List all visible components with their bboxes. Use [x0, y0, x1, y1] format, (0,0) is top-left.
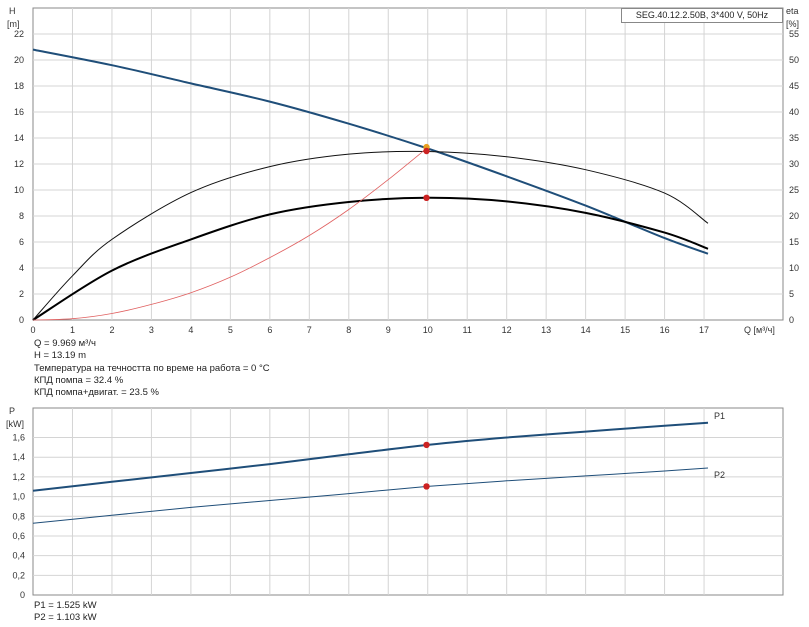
series-label-p1: P1 — [714, 411, 725, 421]
y-tick-label: 4 — [19, 263, 24, 273]
x-tick-label: 15 — [620, 325, 630, 335]
y-tick-label: 1,0 — [12, 492, 25, 502]
x-tick-label: 14 — [581, 325, 591, 335]
power-curve-p2 — [32, 467, 709, 524]
power-info: P1 = 1.525 kW P2 = 1.103 kW — [34, 600, 97, 625]
power-chart: 0 0,2 0,4 0,6 0,8 1,0 1,2 1,4 1,6 P [kW] P1 P2 — [6, 406, 784, 600]
y-tick-label: 0 — [20, 590, 25, 600]
y2-axis-label: eta — [786, 6, 799, 16]
power-marker — [423, 441, 430, 449]
performance-chart: 0 1 2 3 4 5 6 7 8 9 10 11 12 13 14 15 16 1702468101214161… — [7, 6, 799, 335]
info-temperature: Температура на течността по време на раб… — [34, 362, 270, 374]
y-tick-label: 22 — [14, 29, 24, 39]
model-label: SEG.40.12.2.50B, 3*400 V, 50Hz — [621, 8, 783, 23]
info-flow: Q = 9.969 м³/ч — [34, 338, 96, 349]
y-axis-unit: [kW] — [6, 419, 24, 429]
curve-2 — [32, 150, 709, 321]
x-tick-label: 7 — [307, 325, 312, 335]
x-tick-label: 13 — [541, 325, 551, 335]
y-tick-label: 0,6 — [12, 531, 25, 541]
y-tick-label: 12 — [14, 159, 24, 169]
y-tick-label: 2 — [19, 289, 24, 299]
y2-tick-label: 40 — [789, 107, 799, 117]
duty-point-marker — [423, 147, 430, 155]
y-tick-label: 0,2 — [12, 570, 25, 580]
y-tick-label: 0,8 — [12, 511, 25, 521]
x-tick-label: 8 — [346, 325, 351, 335]
y2-tick-label: 55 — [789, 29, 799, 39]
y-tick-label: 18 — [14, 81, 24, 91]
y2-tick-label: 30 — [789, 159, 799, 169]
x-tick-label: 11 — [463, 325, 472, 335]
y2-tick-label: 10 — [789, 263, 799, 273]
curve-4 — [32, 148, 427, 321]
y-tick-label: 1,4 — [12, 452, 25, 462]
y2-axis-unit: [%] — [786, 19, 799, 29]
y-tick-label: 20 — [14, 55, 24, 65]
info-p1: P1 = 1.525 kW — [34, 600, 97, 611]
y-axis-label: H — [9, 6, 16, 16]
y-tick-label: 16 — [14, 107, 24, 117]
info-head: H = 13.19 m — [34, 350, 87, 362]
y2-tick-label: 5 — [789, 289, 794, 299]
x-tick-label: 6 — [267, 325, 272, 335]
power-curve-p1 — [32, 421, 709, 492]
y2-tick-label: 15 — [789, 237, 799, 247]
y2-tick-label: 25 — [789, 185, 799, 195]
y-tick-label: 14 — [14, 133, 24, 143]
x-tick-label: 0 — [30, 325, 35, 335]
series-label-p2: P2 — [714, 470, 725, 480]
x-tick-label: 3 — [149, 325, 154, 335]
y-tick-label: 10 — [14, 185, 24, 195]
y-axis-label: P — [9, 406, 15, 416]
y2-tick-label: 45 — [789, 81, 799, 91]
x-tick-label: 16 — [660, 325, 670, 335]
curve-3 — [32, 196, 709, 321]
y2-tick-label: 50 — [789, 55, 799, 65]
y-tick-label: 1,2 — [12, 472, 25, 482]
y-tick-label: 1,6 — [12, 433, 25, 443]
info-p2: P2 = 1.103 kW — [34, 612, 97, 624]
plot-area — [32, 407, 784, 596]
y-tick-label: 0,4 — [12, 551, 25, 561]
y-tick-label: 0 — [19, 315, 24, 325]
duty-point-info: Q = 9.969 м³/ч H = 13.19 m Температура н… — [34, 338, 270, 399]
x-axis-label: Q [м³/ч] — [744, 325, 775, 335]
x-tick-label: 2 — [109, 325, 114, 335]
x-tick-label: 12 — [502, 325, 512, 335]
y2-tick-label: 35 — [789, 133, 799, 143]
curve-1 — [32, 48, 709, 255]
y-tick-label: 8 — [19, 211, 24, 221]
duty-point-marker — [423, 194, 430, 201]
x-tick-label: 1 — [70, 325, 75, 335]
x-tick-label: 9 — [386, 325, 391, 335]
y-tick-label: 6 — [19, 237, 24, 247]
power-marker — [423, 483, 430, 490]
y2-tick-label: 20 — [789, 211, 799, 221]
x-tick-label: 10 — [423, 325, 433, 335]
info-total-efficiency: КПД помпа+двигат. = 23.5 % — [34, 387, 159, 399]
x-tick-label: 5 — [228, 325, 233, 335]
y2-tick-label: 0 — [789, 315, 794, 325]
info-pump-efficiency: КПД помпа = 32.4 % — [34, 374, 124, 386]
y-axis-unit: [m] — [7, 19, 20, 29]
x-tick-label: 17 — [699, 325, 709, 335]
x-tick-label: 4 — [188, 325, 193, 335]
